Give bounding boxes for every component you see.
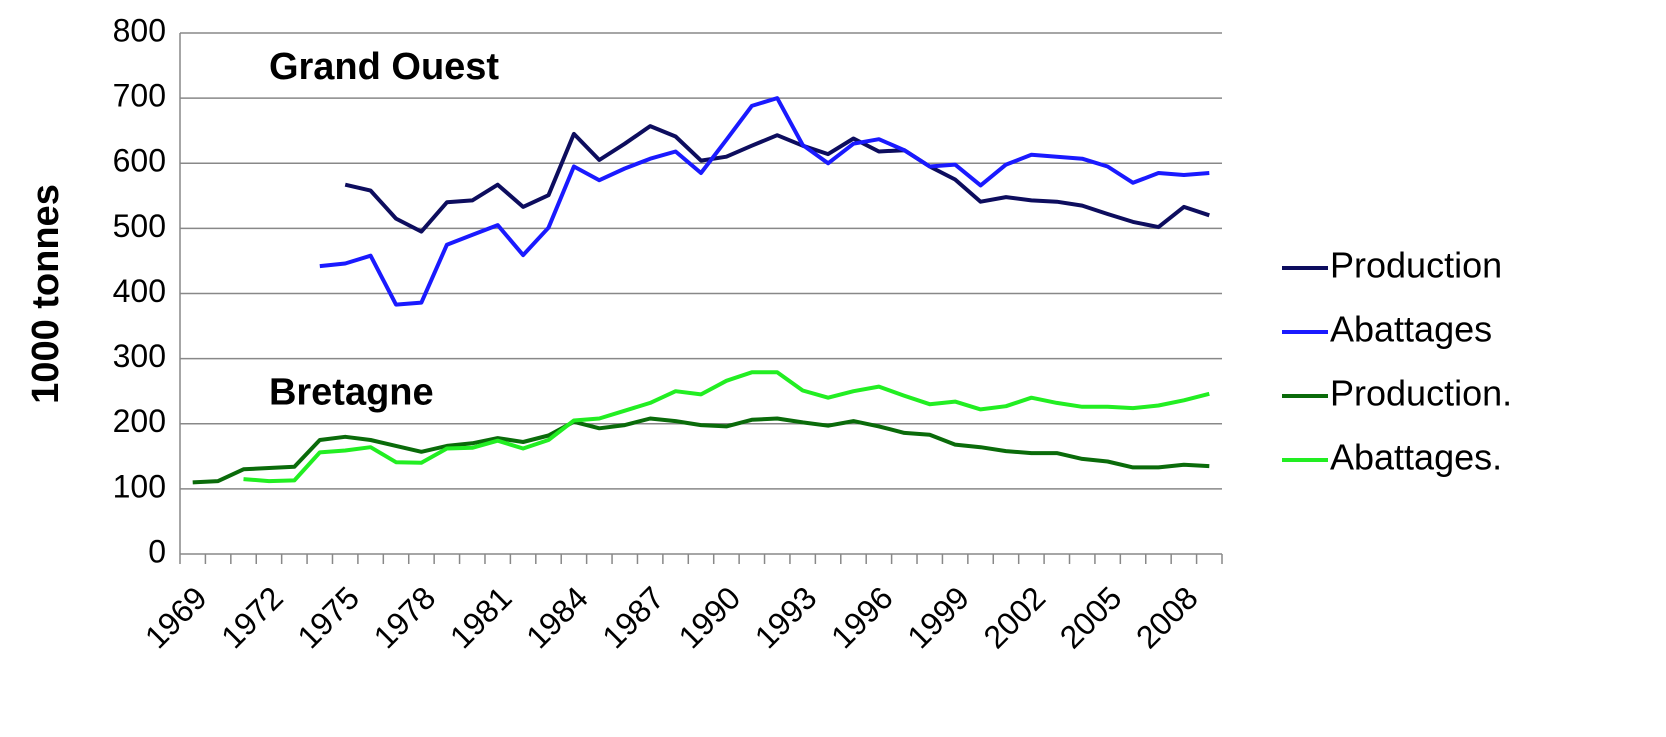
y-axis-label: 1000 tonnes [25, 184, 67, 404]
y-tick-label: 600 [113, 143, 166, 179]
x-tick-label: 1972 [214, 579, 290, 655]
x-tick-label: 1993 [748, 579, 824, 655]
legend-label: Production [1330, 245, 1502, 286]
y-tick-label: 400 [113, 273, 166, 309]
legend-label: Abattages. [1330, 437, 1502, 478]
series-line [243, 370, 1210, 484]
series-line [319, 96, 1210, 307]
x-tick-label: 1981 [443, 579, 519, 655]
x-tick-label: 1996 [824, 579, 900, 655]
x-tick-label: 1999 [900, 579, 976, 655]
y-tick-label: 500 [113, 208, 166, 244]
x-tick-label: 2002 [977, 579, 1053, 655]
y-tick-label: 200 [113, 403, 166, 439]
x-tick-label: 1969 [138, 579, 214, 655]
y-tick-label: 800 [113, 12, 166, 48]
series-line [192, 416, 1210, 485]
x-tick-label: 1978 [367, 579, 443, 655]
y-tick-label: 100 [113, 468, 166, 504]
legend-label: Abattages [1330, 309, 1492, 350]
x-tick-label: 1975 [290, 579, 366, 655]
x-tick-label: 2005 [1053, 579, 1129, 655]
x-tick-label: 2008 [1129, 579, 1205, 655]
series-line [344, 124, 1210, 234]
x-tick-label: 1984 [519, 579, 595, 655]
x-tick-label: 1987 [595, 579, 671, 655]
annotation: Bretagne [269, 371, 434, 413]
annotation: Grand Ouest [269, 46, 499, 88]
legend-label: Production. [1330, 373, 1512, 414]
y-tick-label: 700 [113, 78, 166, 114]
y-tick-label: 0 [148, 533, 166, 569]
x-tick-label: 1990 [672, 579, 748, 655]
y-tick-label: 300 [113, 338, 166, 374]
